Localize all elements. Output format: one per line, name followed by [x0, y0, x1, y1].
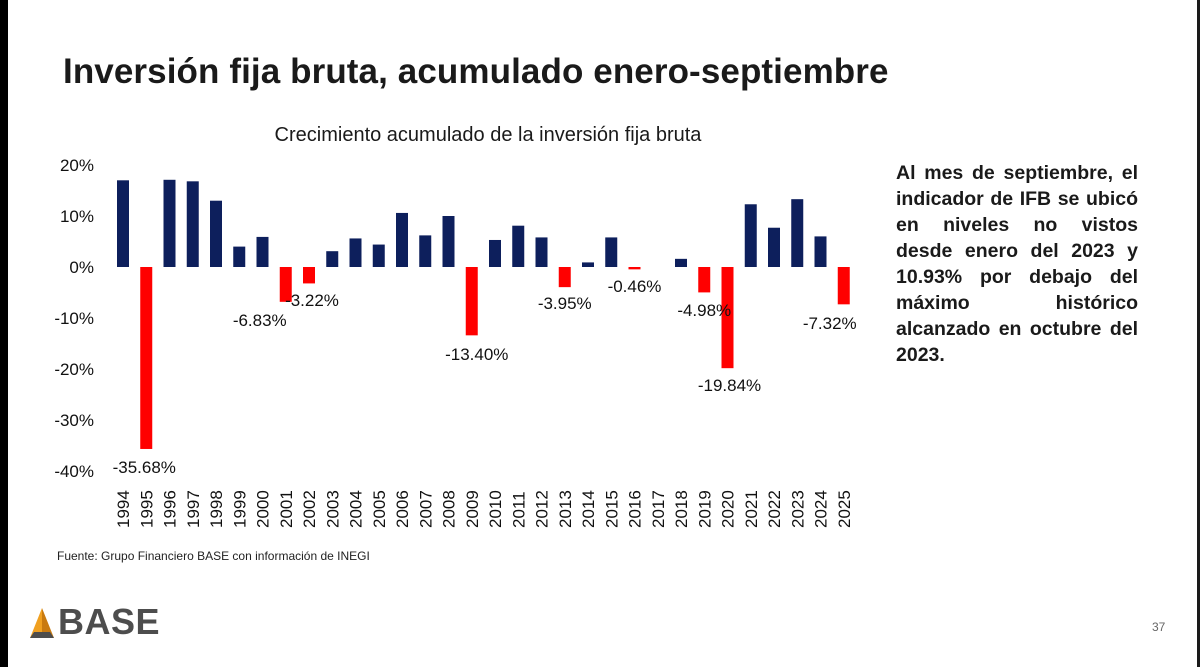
bar-2022: [768, 227, 780, 267]
x-tick-label: 2004: [347, 490, 366, 528]
data-label-2009: -13.40%: [445, 345, 508, 364]
bar-2016: [628, 267, 641, 270]
bar-2000: [256, 236, 269, 267]
bar-2006: [396, 212, 408, 267]
bar-2021: [744, 204, 757, 267]
x-tick-label: 2013: [556, 490, 575, 528]
x-tick-label: 1997: [184, 490, 203, 528]
bar-1996: [163, 179, 176, 267]
slide-title: Inversión fija bruta, acumulado enero-se…: [63, 52, 889, 91]
data-label-2020: -19.84%: [698, 376, 761, 395]
x-tick-label: 2009: [463, 490, 482, 528]
bar-2008: [442, 216, 455, 267]
bar-2014: [582, 262, 594, 267]
y-axis: 20% 10% 0% -10% -20% -30% -40%: [54, 156, 94, 481]
x-tick-label: 2003: [323, 490, 342, 528]
y-tick-label: 0%: [69, 258, 94, 277]
bar-1999: [233, 246, 246, 267]
x-tick-label: 1995: [137, 490, 156, 528]
bar-2002: [303, 267, 315, 284]
x-tick-label: 2019: [695, 490, 714, 528]
x-tick-label: 2002: [300, 490, 319, 528]
bar-2007: [419, 235, 432, 267]
x-tick-label: 2024: [812, 490, 831, 528]
x-tick-label: 2001: [277, 490, 296, 528]
bar-2019: [698, 267, 711, 293]
bar-2024: [814, 236, 827, 267]
x-tick-label: 1999: [230, 490, 249, 528]
data-label-2025: -7.32%: [803, 314, 857, 333]
x-tick-label: 2014: [579, 490, 598, 528]
data-label-1995: -35.68%: [113, 458, 176, 477]
x-tick-label: 2018: [672, 490, 691, 528]
bar-2009: [465, 267, 478, 336]
bar-2001: [279, 267, 292, 302]
bar-2025: [837, 267, 850, 305]
y-tick-label: -10%: [54, 309, 94, 328]
x-tick-label: 2010: [486, 490, 505, 528]
bar-chart: Crecimiento acumulado de la inversión fi…: [54, 124, 857, 528]
y-tick-label: -30%: [54, 411, 94, 430]
base-logo: BASE: [28, 604, 160, 640]
right-frame-border: [1197, 0, 1200, 667]
page-number: 37: [1152, 620, 1166, 634]
y-tick-label: 10%: [60, 207, 94, 226]
x-tick-label: 2020: [719, 490, 738, 528]
bar-series: [117, 179, 850, 449]
x-tick-label: 2007: [416, 490, 435, 528]
logo-text: BASE: [58, 601, 161, 642]
data-label-2002: -3.22%: [285, 291, 339, 310]
bar-2013: [558, 267, 571, 288]
bar-2004: [349, 238, 362, 267]
bar-2012: [535, 237, 548, 267]
data-labels: -35.68% -6.83%-3.22% -13.40% -3.95% -0.46% -4…: [113, 277, 857, 477]
x-tick-label: 2022: [765, 490, 784, 528]
data-label-2013: -3.95%: [538, 294, 592, 313]
bar-2023: [791, 199, 804, 267]
base-logo-icon: [30, 608, 54, 638]
x-tick-label: 2011: [509, 491, 528, 528]
y-tick-label: -20%: [54, 360, 94, 379]
x-tick-label: 2023: [788, 490, 807, 528]
bar-1994: [117, 180, 129, 267]
bar-2005: [372, 244, 385, 267]
x-tick-label: 2025: [835, 490, 854, 528]
data-label-2019: -4.98%: [677, 301, 731, 320]
y-tick-label: 20%: [60, 156, 94, 175]
x-tick-label: 2021: [742, 490, 761, 528]
x-tick-label: 2017: [649, 490, 668, 528]
x-tick-label: 1994: [114, 490, 133, 528]
x-tick-label: 2000: [254, 490, 273, 528]
source-note: Fuente: Grupo Financiero BASE con inform…: [57, 549, 370, 563]
y-tick-label: -40%: [54, 462, 94, 481]
x-tick-label: 1998: [207, 490, 226, 528]
bar-2020: [721, 267, 734, 369]
data-label-2016: -0.46%: [608, 277, 662, 296]
x-tick-label: 2015: [602, 490, 621, 528]
x-tick-label: 1996: [161, 490, 180, 528]
x-axis: 1994 1995 1996 1997 1998 1999 2000 2001 2002 2003…: [114, 490, 854, 528]
x-tick-label: 2006: [393, 490, 412, 528]
bar-2010: [489, 239, 501, 267]
bar-1997: [186, 181, 199, 267]
left-frame-border: [0, 0, 8, 667]
bar-2018: [675, 258, 687, 267]
x-tick-label: 2005: [370, 490, 389, 528]
chart-title: Crecimiento acumulado de la inversión fi…: [275, 124, 703, 146]
x-tick-label: 2012: [533, 490, 552, 528]
x-tick-label: 2016: [626, 490, 645, 528]
bar-2003: [326, 251, 339, 267]
bar-2011: [512, 225, 525, 267]
summary-note: Al mes de septiembre, el indicador de IF…: [896, 162, 1138, 366]
x-tick-label: 2008: [440, 490, 459, 528]
bar-1998: [210, 200, 222, 267]
data-label-2001: -6.83%: [233, 311, 287, 330]
bar-2015: [605, 237, 618, 267]
bar-1995: [140, 267, 153, 449]
